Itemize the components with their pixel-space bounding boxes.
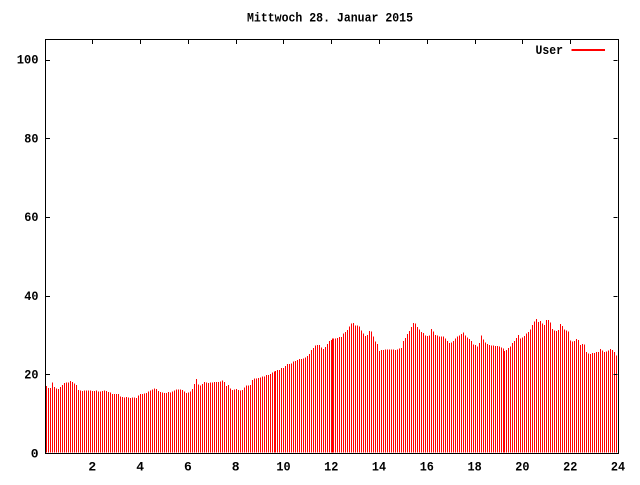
svg-text:Mittwoch 28. Januar 2015: Mittwoch 28. Januar 2015 <box>247 11 413 26</box>
svg-text:16: 16 <box>420 460 434 475</box>
svg-text:8: 8 <box>232 460 240 475</box>
svg-text:24: 24 <box>611 460 625 475</box>
svg-text:60: 60 <box>24 210 38 225</box>
svg-text:20: 20 <box>24 368 38 383</box>
svg-text:10: 10 <box>276 460 290 475</box>
svg-text:2: 2 <box>88 460 96 475</box>
svg-text:14: 14 <box>372 460 386 475</box>
svg-text:22: 22 <box>563 460 577 475</box>
svg-text:4: 4 <box>136 460 144 475</box>
svg-text:User: User <box>536 43 564 58</box>
svg-text:6: 6 <box>184 460 192 475</box>
svg-text:0: 0 <box>31 446 39 461</box>
svg-text:20: 20 <box>515 460 529 475</box>
svg-text:80: 80 <box>24 131 38 146</box>
svg-text:18: 18 <box>468 460 482 475</box>
svg-text:40: 40 <box>24 289 38 304</box>
svg-text:100: 100 <box>17 53 39 68</box>
svg-text:12: 12 <box>324 460 338 475</box>
